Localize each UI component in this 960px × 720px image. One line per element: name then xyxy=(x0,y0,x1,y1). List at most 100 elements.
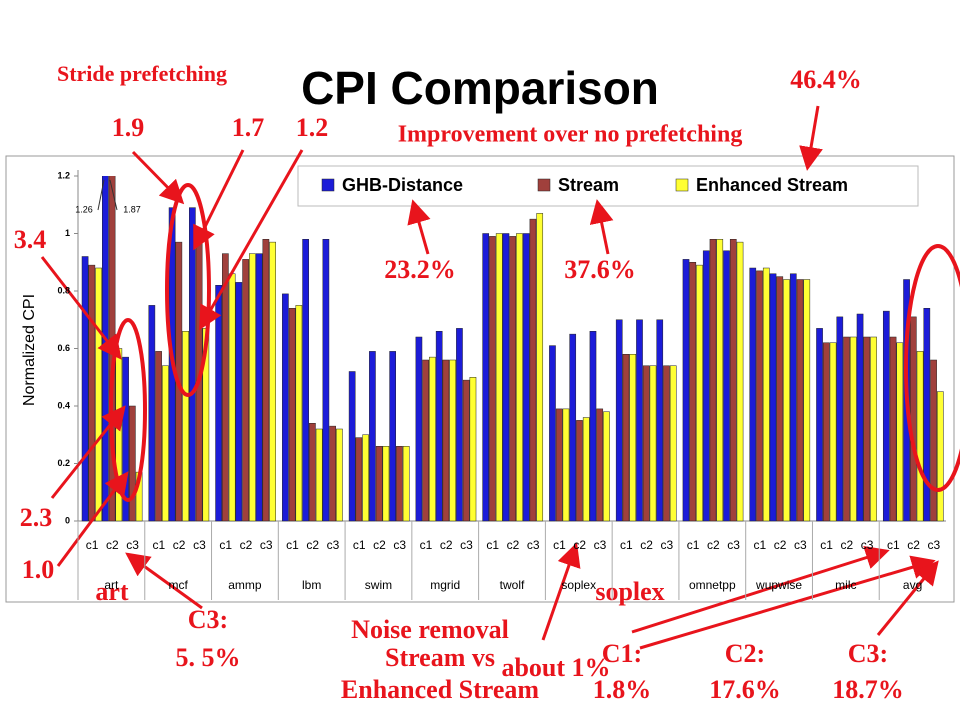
x-tick-label: mgrid xyxy=(430,578,460,592)
bar xyxy=(336,428,343,522)
x-tick-label: twolf xyxy=(500,578,525,592)
subgroup-label: c3 xyxy=(327,538,340,552)
bar xyxy=(215,285,222,522)
bar xyxy=(669,365,677,522)
subgroup-label: c3 xyxy=(727,538,740,552)
annotation: Stream vs xyxy=(385,643,495,672)
bar xyxy=(696,264,703,522)
bar xyxy=(689,262,697,522)
bar xyxy=(182,331,189,522)
bar xyxy=(930,359,937,522)
legend-label: Stream xyxy=(558,175,619,195)
annotation: 1.9 xyxy=(112,113,145,142)
subgroup-label: c1 xyxy=(753,538,766,552)
bar xyxy=(589,331,597,522)
y-tick-label: 0.4 xyxy=(57,400,70,410)
bar xyxy=(636,319,643,522)
subgroup-label: c1 xyxy=(153,538,166,552)
annotation: 1.2 xyxy=(296,113,329,142)
bar xyxy=(495,233,503,522)
bar xyxy=(762,267,770,522)
bar xyxy=(663,365,670,522)
annotation: 37.6% xyxy=(564,255,636,284)
annotation: 2.3 xyxy=(20,503,53,532)
annotation: C2: xyxy=(725,639,765,668)
subgroup-label: c1 xyxy=(420,538,433,552)
bar xyxy=(816,328,823,522)
bar xyxy=(309,423,316,522)
bar xyxy=(262,239,270,522)
bar xyxy=(642,365,650,522)
bar xyxy=(936,391,944,522)
bar xyxy=(622,354,630,522)
subgroup-label: c2 xyxy=(707,538,720,552)
x-tick-label: mcf xyxy=(168,578,188,592)
annotation: soplex xyxy=(595,577,664,606)
bar xyxy=(783,279,790,522)
bar xyxy=(88,264,96,522)
annotation: 1.26 xyxy=(75,204,93,214)
bar xyxy=(749,267,757,522)
bar xyxy=(509,236,517,522)
bar xyxy=(302,239,309,522)
bar xyxy=(95,267,102,522)
legend-swatch xyxy=(675,178,689,192)
subgroup-label: c3 xyxy=(460,538,473,552)
bar xyxy=(329,425,336,522)
bar xyxy=(362,434,369,522)
legend-label: Enhanced Stream xyxy=(696,175,848,195)
bar xyxy=(502,233,510,522)
highlight xyxy=(165,183,211,397)
annotation: 1.0 xyxy=(22,555,55,584)
bar xyxy=(255,253,263,522)
annotation: 17.6% xyxy=(709,675,781,704)
annotation: 18.7% xyxy=(832,675,904,704)
bar xyxy=(822,342,830,522)
bar xyxy=(415,336,423,522)
annotation: Improvement over no prefetching xyxy=(398,122,743,148)
y-tick-label: 0.2 xyxy=(57,458,70,468)
bar xyxy=(723,250,730,522)
bar xyxy=(796,279,804,522)
bar xyxy=(716,239,724,522)
subgroup-label: c2 xyxy=(106,538,119,552)
legend-label: GHB-Distance xyxy=(342,175,463,195)
annotations: Stride prefetching 1.9 1.7 1.2 Improveme… xyxy=(14,61,904,704)
x-tick-label: avg xyxy=(903,578,922,592)
subgroup-label: c2 xyxy=(507,538,520,552)
bar xyxy=(462,379,470,522)
subgroup-label: c2 xyxy=(907,538,920,552)
bar xyxy=(435,331,443,522)
subgroup-label: c1 xyxy=(887,538,900,552)
subgroup-label: c3 xyxy=(260,538,273,552)
bar xyxy=(615,319,623,522)
y-axis-label: Normalized CPI xyxy=(21,294,38,406)
bar xyxy=(482,233,490,522)
bar xyxy=(269,241,276,522)
bar xyxy=(429,356,436,522)
bar xyxy=(189,207,196,522)
bar xyxy=(829,342,837,522)
bar xyxy=(162,365,169,522)
annotation: 23.2% xyxy=(384,255,456,284)
bar xyxy=(549,345,556,522)
bar xyxy=(909,316,917,522)
bar xyxy=(315,428,323,522)
bar xyxy=(442,359,450,522)
annotation: 1.87 xyxy=(123,204,141,214)
bar xyxy=(582,417,590,522)
y-tick-label: 0 xyxy=(65,515,70,525)
title: CPI Comparison xyxy=(301,62,659,114)
subgroup-label: c2 xyxy=(373,538,386,552)
bar xyxy=(449,359,457,522)
bar xyxy=(682,259,690,522)
bar xyxy=(148,305,156,522)
subgroup-label: c2 xyxy=(173,538,186,552)
bar xyxy=(81,256,89,522)
bar xyxy=(242,259,249,522)
subgroup-label: c3 xyxy=(527,538,540,552)
bar xyxy=(249,253,256,522)
bar xyxy=(709,239,717,522)
subgroup-label: c1 xyxy=(687,538,700,552)
